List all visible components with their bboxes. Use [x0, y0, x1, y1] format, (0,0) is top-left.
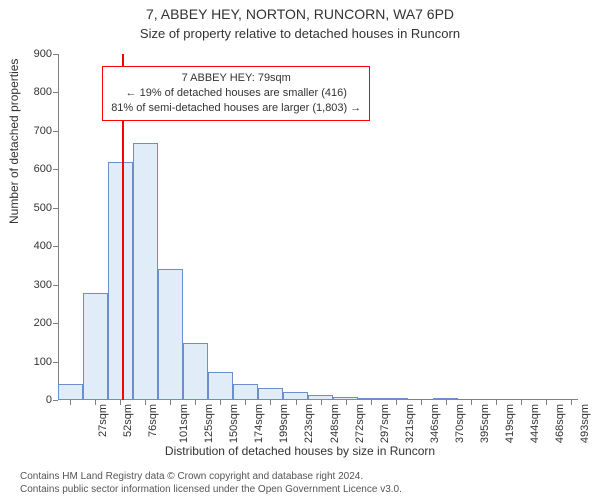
x-tick-mark — [546, 400, 547, 405]
histogram-bar — [158, 269, 183, 400]
histogram-bar — [358, 398, 383, 400]
histogram-bar — [208, 372, 233, 400]
x-tick-label: 76sqm — [147, 404, 159, 437]
x-tick-mark — [396, 400, 397, 405]
x-tick-mark — [145, 400, 146, 405]
x-tick-label: 444sqm — [529, 404, 541, 443]
legend-line: ← 19% of detached houses are smaller (41… — [111, 86, 361, 101]
x-tick-mark — [471, 400, 472, 405]
x-tick-mark — [496, 400, 497, 405]
x-tick-mark — [421, 400, 422, 405]
x-tick-label: 199sqm — [279, 404, 291, 443]
histogram-bar — [233, 384, 258, 400]
x-tick-mark — [296, 400, 297, 405]
histogram-bar — [183, 343, 208, 400]
x-tick-mark — [95, 400, 96, 405]
x-tick-mark — [170, 400, 171, 405]
x-tick-mark — [270, 400, 271, 405]
x-tick-label: 468sqm — [554, 404, 566, 443]
x-tick-mark — [521, 400, 522, 405]
title-block: 7, ABBEY HEY, NORTON, RUNCORN, WA7 6PD S… — [0, 0, 600, 42]
y-tick-mark — [53, 362, 58, 363]
x-tick-label: 370sqm — [454, 404, 466, 443]
x-tick-mark — [571, 400, 572, 405]
y-tick-mark — [53, 208, 58, 209]
x-tick-label: 150sqm — [229, 404, 241, 443]
x-tick-label: 321sqm — [404, 404, 416, 443]
x-tick-mark — [120, 400, 121, 405]
y-tick-mark — [53, 131, 58, 132]
plot-area: 010020030040050060070080090027sqm52sqm76… — [58, 54, 578, 400]
histogram-bar — [133, 143, 158, 400]
x-tick-label: 27sqm — [97, 404, 109, 437]
x-tick-label: 395sqm — [479, 404, 491, 443]
x-tick-mark — [321, 400, 322, 405]
footer-line1: Contains HM Land Registry data © Crown c… — [20, 471, 600, 484]
x-tick-label: 493sqm — [579, 404, 591, 443]
x-tick-label: 419sqm — [504, 404, 516, 443]
x-tick-mark — [70, 400, 71, 405]
footer: Contains HM Land Registry data © Crown c… — [0, 471, 600, 496]
x-tick-label: 272sqm — [354, 404, 366, 443]
x-tick-label: 248sqm — [329, 404, 341, 443]
x-tick-label: 346sqm — [429, 404, 441, 443]
y-tick-mark — [53, 246, 58, 247]
histogram-bar — [333, 397, 358, 400]
title-line1: 7, ABBEY HEY, NORTON, RUNCORN, WA7 6PD — [0, 6, 600, 24]
x-tick-mark — [346, 400, 347, 405]
x-tick-mark — [371, 400, 372, 405]
x-tick-label: 297sqm — [379, 404, 391, 443]
y-tick-mark — [53, 54, 58, 55]
histogram-bar — [83, 293, 108, 400]
x-tick-mark — [446, 400, 447, 405]
y-axis-label: Number of detached properties — [7, 59, 21, 224]
x-tick-label: 125sqm — [204, 404, 216, 443]
footer-line2: Contains public sector information licen… — [20, 484, 600, 497]
x-tick-mark — [245, 400, 246, 405]
histogram-bar — [433, 398, 458, 400]
legend-line: 81% of semi-detached houses are larger (… — [111, 101, 361, 116]
y-tick-mark — [53, 285, 58, 286]
y-tick-mark — [53, 169, 58, 170]
y-axis-line — [58, 54, 59, 400]
x-tick-mark — [220, 400, 221, 405]
histogram-bar — [108, 162, 133, 400]
x-axis-label: Distribution of detached houses by size … — [0, 444, 600, 458]
histogram-bar — [383, 398, 408, 400]
histogram-bar — [58, 384, 83, 400]
x-tick-label: 223sqm — [304, 404, 316, 443]
legend-line: 7 ABBEY HEY: 79sqm — [111, 71, 361, 86]
y-tick-mark — [53, 92, 58, 93]
y-tick-mark — [53, 323, 58, 324]
title-line2: Size of property relative to detached ho… — [0, 26, 600, 42]
y-tick-mark — [53, 400, 58, 401]
histogram-bar — [258, 388, 283, 400]
legend-box: 7 ABBEY HEY: 79sqm← 19% of detached hous… — [102, 66, 370, 121]
x-tick-label: 52sqm — [122, 404, 134, 437]
x-tick-mark — [195, 400, 196, 405]
chart-container: 7, ABBEY HEY, NORTON, RUNCORN, WA7 6PD S… — [0, 0, 600, 500]
x-tick-label: 174sqm — [254, 404, 266, 443]
histogram-bar — [283, 392, 308, 400]
histogram-bar — [308, 395, 333, 400]
x-tick-label: 101sqm — [178, 404, 190, 443]
